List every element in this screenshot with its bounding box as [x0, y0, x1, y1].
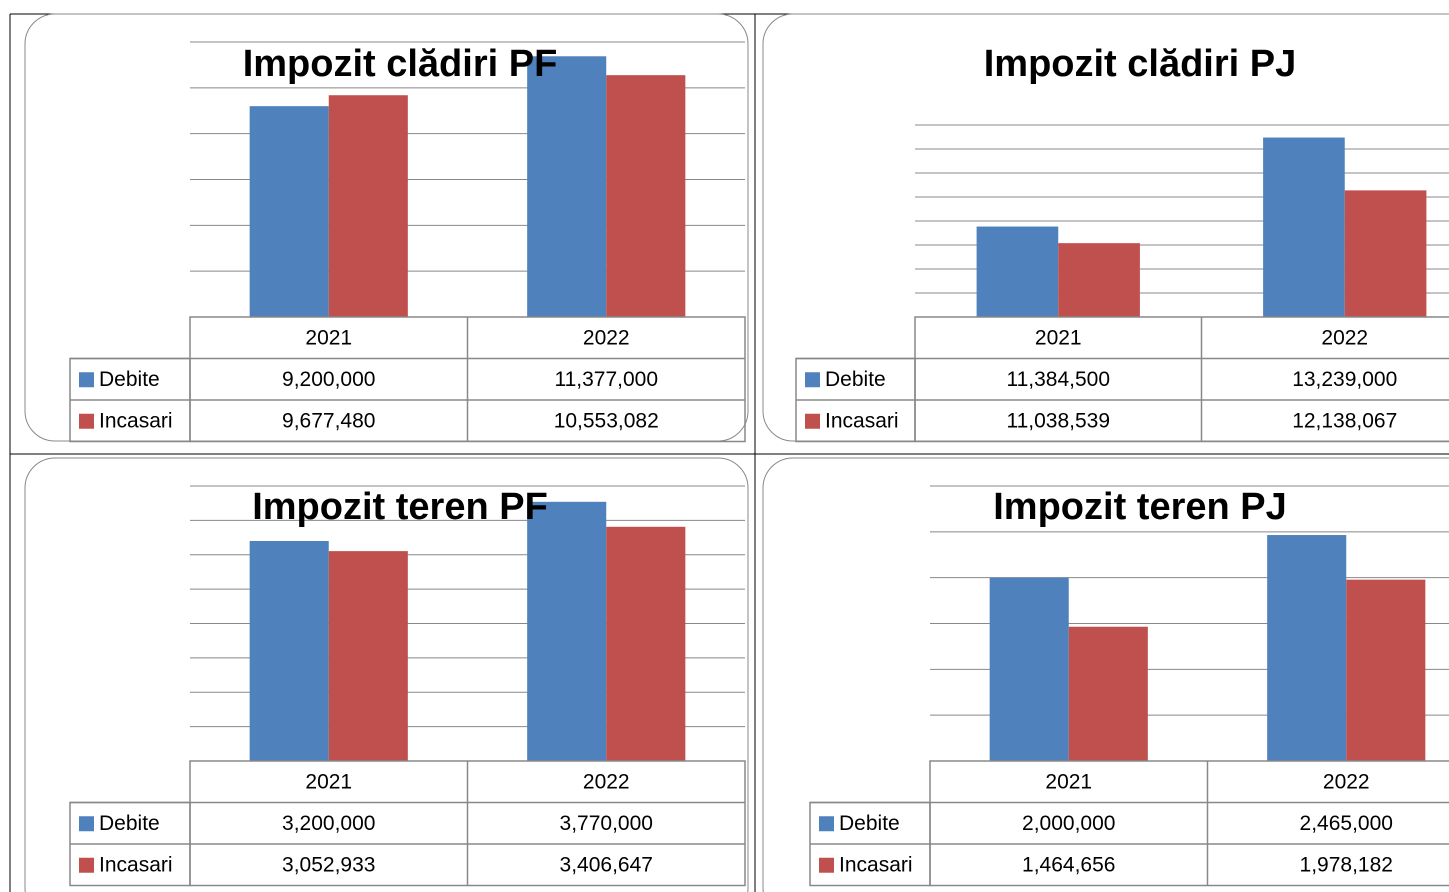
category-label: 2021 — [1045, 770, 1092, 793]
legend-swatch — [79, 816, 94, 832]
data-label: 1,978,182 — [1300, 853, 1393, 876]
legend-swatch — [819, 857, 834, 873]
data-label: 11,038,539 — [1006, 409, 1110, 432]
data-label: 3,052,933 — [282, 853, 375, 876]
bar — [606, 75, 686, 317]
legend-swatch — [79, 857, 94, 873]
data-label: 12,138,067 — [1292, 409, 1397, 432]
category-label: 2022 — [1323, 770, 1370, 793]
data-label: 10,553,082 — [554, 409, 659, 432]
data-label: 3,200,000 — [282, 812, 375, 835]
category-label: 2021 — [305, 326, 352, 349]
bar — [1068, 626, 1148, 761]
data-label: 3,406,647 — [560, 853, 653, 876]
bar — [328, 95, 408, 317]
bar — [989, 577, 1069, 761]
legend-label: Incasari — [825, 409, 899, 432]
data-label: 9,677,480 — [282, 409, 375, 432]
legend-label: Debite — [839, 812, 900, 835]
data-label: 9,200,000 — [282, 368, 375, 391]
category-label: 2022 — [583, 326, 630, 349]
chart-title: Impozit clădiri PF — [243, 43, 558, 85]
chart-title: Impozit teren PJ — [993, 486, 1287, 528]
data-label: 11,377,000 — [554, 368, 658, 391]
bar — [1267, 535, 1347, 761]
category-label: 2022 — [1321, 326, 1368, 349]
panel-border — [762, 457, 1449, 892]
legend-label: Debite — [99, 812, 160, 835]
data-label: 2,465,000 — [1300, 812, 1393, 835]
legend-swatch — [805, 372, 820, 388]
data-label: 2,000,000 — [1022, 812, 1115, 835]
legend-swatch — [79, 413, 94, 429]
data-label: 3,770,000 — [560, 812, 653, 835]
panel-border — [24, 457, 749, 892]
bar — [527, 501, 607, 761]
category-label: 2021 — [1035, 326, 1082, 349]
legend-label: Incasari — [99, 409, 173, 432]
legend-label: Debite — [99, 368, 160, 391]
bar — [1346, 579, 1426, 761]
category-label: 2021 — [305, 770, 352, 793]
bar — [249, 541, 329, 761]
bar — [1263, 137, 1345, 317]
legend-label: Incasari — [839, 853, 913, 876]
bar — [1058, 243, 1140, 317]
legend-swatch — [805, 413, 820, 429]
bar — [527, 56, 607, 317]
data-label: 13,239,000 — [1292, 368, 1397, 391]
legend-label: Incasari — [99, 853, 173, 876]
chart-title: Impozit teren PF — [252, 486, 548, 528]
bar — [606, 526, 686, 761]
legend-swatch — [819, 816, 834, 832]
legend-swatch — [79, 372, 94, 388]
bar — [328, 551, 408, 761]
data-label: 11,384,500 — [1006, 368, 1110, 391]
category-label: 2022 — [583, 770, 630, 793]
bar — [976, 226, 1059, 317]
legend-label: Debite — [825, 368, 886, 391]
chart-title: Impozit clădiri PJ — [984, 43, 1297, 85]
data-label: 1,464,656 — [1022, 853, 1115, 876]
bar — [249, 106, 329, 318]
bar — [1344, 190, 1427, 317]
